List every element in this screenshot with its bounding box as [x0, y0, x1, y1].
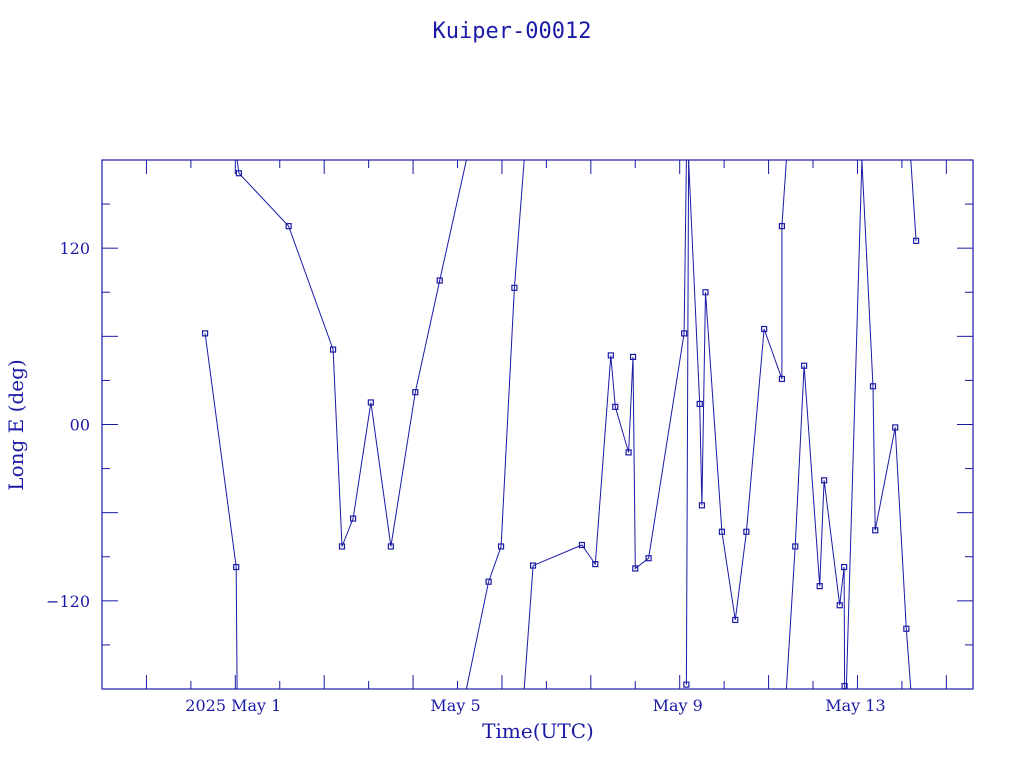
data-point [841, 682, 848, 690]
data-point [201, 330, 209, 337]
series-line [910, 159, 917, 241]
y-axis-ticks: 120 00 −120 [46, 203, 973, 646]
data-point [702, 289, 709, 296]
y-axis-label: Long E (deg) [4, 359, 28, 490]
data-point [718, 528, 726, 535]
data-point [625, 449, 632, 456]
data-point [436, 277, 443, 284]
data-point [338, 543, 346, 550]
y-tick-label: 00 [70, 416, 90, 435]
series-line [685, 159, 690, 685]
data-point [821, 477, 828, 484]
data-point [778, 375, 786, 383]
data-point [592, 560, 599, 568]
data-point [497, 543, 505, 550]
data-point [632, 565, 639, 572]
series-line [785, 365, 846, 690]
data-point [629, 353, 637, 361]
data-point [349, 515, 357, 522]
data-point [612, 403, 619, 410]
data-point [387, 543, 394, 550]
data-point [683, 681, 690, 688]
data-point [412, 389, 419, 396]
series-line [465, 159, 525, 690]
data-point [761, 325, 768, 333]
data-point [329, 346, 337, 353]
data-point [913, 237, 920, 244]
data-point [485, 578, 492, 585]
data-point [367, 399, 374, 406]
y-tick-label: −120 [46, 592, 90, 611]
plot-frame [101, 159, 974, 690]
data-point [235, 170, 242, 177]
data-point [816, 583, 823, 590]
data-point [872, 527, 879, 534]
series-layer [201, 159, 920, 690]
x-tick-label: May 5 [430, 696, 480, 715]
x-tick-label: May 9 [653, 696, 703, 715]
data-point [903, 625, 910, 632]
data-point [801, 362, 808, 369]
data-point [681, 330, 688, 337]
data-point [836, 602, 843, 609]
data-point [233, 563, 240, 571]
x-tick-label: 2025 May 1 [185, 696, 281, 715]
data-point [285, 223, 292, 230]
data-point [607, 352, 614, 359]
data-point [578, 541, 586, 549]
data-point [645, 555, 652, 562]
x-axis-label: Time(UTC) [482, 719, 594, 743]
x-axis-ticks: 2025 May 1 May 5 May 9 May 13 [145, 160, 947, 715]
series-line [845, 159, 863, 690]
data-point [792, 543, 799, 550]
x-tick-label: May 13 [825, 696, 885, 715]
series-line [204, 333, 238, 690]
data-point [732, 616, 739, 624]
series-line [523, 159, 687, 690]
series-line [861, 159, 912, 690]
data-point [778, 223, 786, 230]
data-point [743, 528, 750, 535]
chart-title: Kuiper-00012 [433, 19, 592, 44]
data-point [696, 400, 703, 408]
series-line [236, 159, 467, 547]
data-point [698, 502, 706, 509]
data-point [869, 383, 877, 390]
data-point [892, 424, 899, 431]
data-point [529, 562, 537, 569]
y-tick-label: 120 [59, 239, 90, 258]
series-line [688, 159, 787, 620]
data-point [841, 563, 848, 571]
data-point [511, 284, 518, 291]
